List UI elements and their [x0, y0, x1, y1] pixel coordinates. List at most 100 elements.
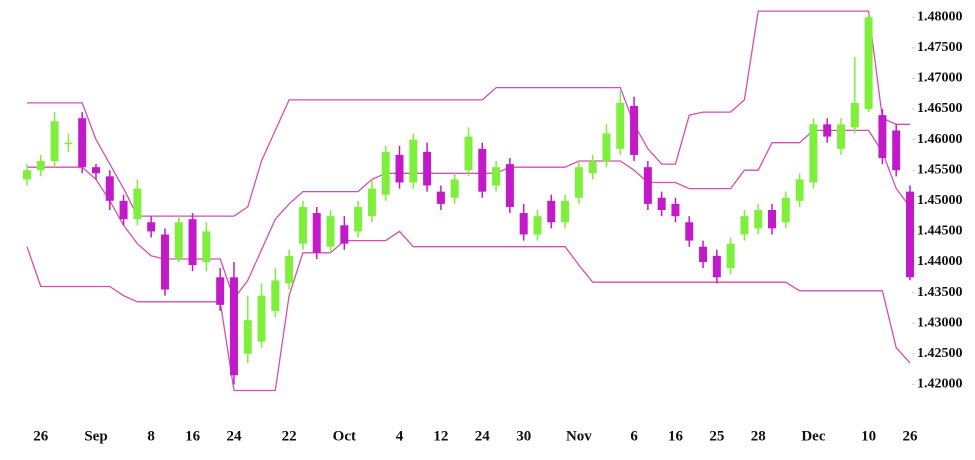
candle-body: [892, 130, 901, 171]
y-tick-label: 1.43000: [917, 315, 963, 330]
candle-body: [395, 154, 404, 183]
candle-body: [271, 280, 280, 311]
y-tick-label: 1.47000: [917, 71, 963, 86]
candle-body: [864, 17, 873, 110]
candle-body: [781, 197, 790, 223]
candle-body: [381, 151, 390, 195]
x-tick-label: 26: [33, 428, 49, 444]
candle-body: [160, 234, 169, 290]
candle-body: [229, 277, 238, 376]
candle-body: [285, 255, 294, 284]
candle-body: [616, 102, 625, 149]
candle-body: [340, 225, 349, 244]
y-tick-label: 1.45500: [917, 162, 963, 177]
candle-body: [768, 210, 777, 229]
channel-line: [26, 230, 911, 392]
x-tick-label: 30: [516, 428, 531, 444]
candle-body: [312, 213, 321, 253]
x-tick-label: 24: [226, 428, 242, 444]
y-tick-label: 1.44500: [917, 224, 963, 239]
y-tick-label: 1.42000: [917, 377, 963, 392]
candle-body: [450, 179, 459, 198]
x-tick-label: 26: [903, 428, 919, 444]
x-tick-label: Dec: [801, 428, 825, 444]
candle-body: [643, 167, 652, 204]
y-tick-label: 1.48000: [917, 9, 963, 24]
candle-body: [602, 133, 611, 162]
x-tick-label: 16: [668, 428, 684, 444]
candle-body: [409, 139, 418, 183]
candle-body: [878, 115, 887, 158]
candle-body: [436, 191, 445, 204]
candle-body: [795, 179, 804, 201]
y-tick-label: 1.45000: [917, 193, 963, 208]
candle-body: [354, 206, 363, 232]
candle-body: [492, 167, 501, 186]
candle-body: [699, 246, 708, 263]
candle-body: [754, 210, 763, 229]
candle-body: [105, 176, 114, 201]
candle-body: [243, 320, 252, 354]
candle-body: [671, 203, 680, 217]
candle-body: [78, 118, 87, 168]
candle-body: [533, 216, 542, 235]
x-tick-label: Sep: [84, 428, 107, 444]
candle-body: [561, 200, 570, 223]
candle-body: [906, 191, 914, 278]
y-tick-label: 1.46500: [917, 101, 963, 116]
x-tick-label: 4: [396, 428, 404, 444]
candle-body: [574, 167, 583, 198]
candle-body: [188, 219, 197, 266]
candle-body: [837, 124, 846, 149]
x-tick-label: 28: [751, 428, 766, 444]
channel-line: [27, 10, 910, 217]
candle-body: [850, 102, 859, 128]
candle-body: [726, 243, 735, 269]
candle-body: [630, 105, 639, 155]
x-tick-label: 22: [282, 428, 297, 444]
y-tick-label: 1.47500: [917, 40, 963, 55]
candle-body: [367, 188, 376, 217]
candle-body: [423, 151, 432, 186]
candle-body: [478, 148, 487, 192]
x-tick-label: 10: [861, 428, 876, 444]
candle-body: [519, 213, 528, 235]
candle-body: [202, 231, 211, 263]
candle-body: [257, 295, 266, 342]
y-tick-label: 1.46000: [917, 132, 963, 147]
candle-body: [657, 197, 666, 210]
x-tick-label: Nov: [566, 428, 592, 444]
x-tick-label: 12: [433, 428, 448, 444]
x-tick-label: 25: [709, 428, 724, 444]
candle-body: [36, 161, 45, 171]
candle-body: [216, 277, 225, 305]
y-tick-label: 1.43500: [917, 285, 963, 300]
candle-body: [298, 206, 307, 244]
candle-body: [588, 161, 597, 174]
candle-body: [505, 164, 514, 207]
y-tick-label: 1.44000: [917, 254, 963, 269]
candle-body: [147, 222, 156, 232]
candle-body: [740, 216, 749, 235]
x-tick-label: Oct: [333, 428, 356, 444]
candle-body: [326, 216, 335, 247]
candle-body: [464, 136, 473, 171]
candle-body: [119, 200, 128, 220]
candle-body: [712, 255, 721, 278]
candle-body: [50, 121, 59, 162]
y-tick-label: 1.42500: [917, 346, 963, 361]
candle-body: [823, 124, 832, 137]
candle-body: [133, 188, 142, 220]
candle-body: [685, 222, 694, 241]
x-tick-label: 24: [475, 428, 491, 444]
candle-body: [174, 222, 183, 259]
candle-body: [809, 124, 818, 183]
x-tick-label: 8: [147, 428, 155, 444]
candle-body: [23, 170, 31, 180]
x-tick-label: 6: [630, 428, 638, 444]
x-tick-label: 16: [185, 428, 201, 444]
candle-body: [64, 142, 73, 145]
candle-body: [91, 167, 100, 174]
